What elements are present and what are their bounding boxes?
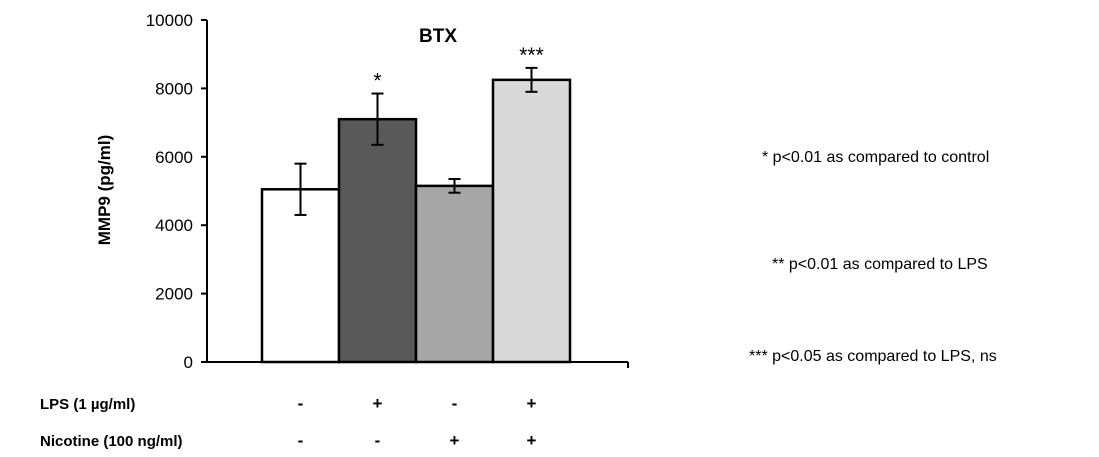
conditions-layer: LPS (1 µg/ml) - + - + Nicotine (100 ng/ml) - - +… <box>40 394 537 450</box>
y-tick-label-2: 4000 <box>155 216 193 235</box>
condition-sign-2-4: + <box>527 431 537 450</box>
condition-sign-1-3: - <box>452 394 458 413</box>
bar-2 <box>337 117 418 364</box>
y-tick-label-1: 2000 <box>155 285 193 304</box>
y-tick-label-0: 0 <box>184 353 193 372</box>
y-axis-label: MMP9 (pg/ml) <box>95 135 114 246</box>
condition-sign-2-2: - <box>375 431 381 450</box>
note-1: * p<0.01 as compared to control <box>762 149 990 166</box>
condition-sign-2-1: - <box>298 431 304 450</box>
condition-sign-1-1: - <box>298 394 304 413</box>
bar-1 <box>260 188 341 364</box>
condition-sign-1-4: + <box>527 394 537 413</box>
condition-sign-1-2: + <box>373 394 383 413</box>
note-3: *** p<0.05 as compared to LPS, ns <box>749 348 997 365</box>
condition-label-1: LPS (1 µg/ml) <box>40 396 135 413</box>
axes-layer: 0 2000 4000 6000 8000 10000 <box>146 11 629 372</box>
significance-label-4: *** <box>519 44 544 67</box>
condition-label-2: Nicotine (100 ng/ml) <box>40 433 183 450</box>
y-tick-label-3: 6000 <box>155 148 193 167</box>
bar-4 <box>491 78 572 364</box>
note-2: ** p<0.01 as compared to LPS <box>772 256 988 273</box>
significance-label-2: * <box>373 70 381 93</box>
chart-title: BTX <box>419 26 457 47</box>
bars-layer: **** <box>260 44 572 364</box>
bar-3 <box>414 184 495 364</box>
y-tick-label-5: 10000 <box>146 11 193 30</box>
y-tick-label-4: 8000 <box>155 79 193 98</box>
condition-sign-2-3: + <box>450 431 460 450</box>
